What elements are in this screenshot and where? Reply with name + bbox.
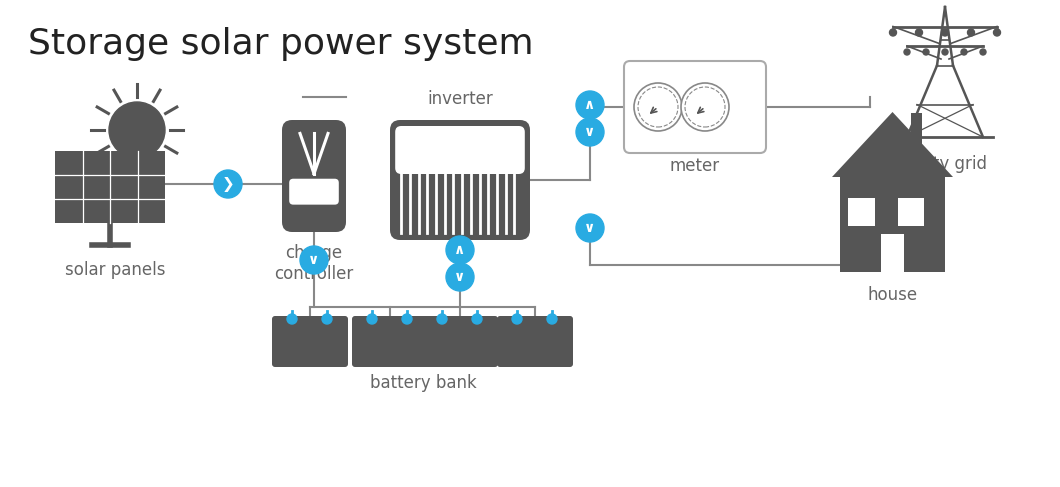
Text: solar panels: solar panels [65,261,165,279]
Circle shape [300,246,328,274]
Circle shape [916,29,922,36]
FancyBboxPatch shape [272,316,348,367]
Bar [898,198,924,226]
Circle shape [214,170,242,198]
Circle shape [437,314,447,324]
Circle shape [968,29,974,36]
Text: ∨: ∨ [584,221,596,235]
Circle shape [685,87,725,127]
Text: Storage solar power system: Storage solar power system [28,27,533,61]
Circle shape [576,118,604,146]
Circle shape [472,314,482,324]
Circle shape [961,49,967,55]
FancyBboxPatch shape [395,126,525,174]
Circle shape [446,263,474,291]
Circle shape [904,49,909,55]
Circle shape [634,83,682,131]
Circle shape [109,102,165,158]
Circle shape [980,49,986,55]
Circle shape [923,49,929,55]
FancyBboxPatch shape [289,179,339,205]
FancyBboxPatch shape [352,316,428,367]
Circle shape [889,29,897,36]
FancyBboxPatch shape [390,120,530,240]
Text: ∨: ∨ [455,270,465,284]
Bar [848,198,874,226]
Bar [912,113,922,159]
Text: ∨: ∨ [584,125,596,139]
Circle shape [512,314,522,324]
Bar [881,234,904,272]
Text: house: house [867,286,918,304]
Circle shape [941,29,949,36]
Text: ∨: ∨ [308,253,320,267]
Text: ∧: ∧ [455,243,465,257]
Circle shape [942,49,948,55]
Text: battery bank: battery bank [370,374,477,392]
Circle shape [576,91,604,119]
Circle shape [287,314,297,324]
FancyBboxPatch shape [422,316,498,367]
Polygon shape [832,112,953,177]
Text: meter: meter [670,157,720,175]
FancyBboxPatch shape [282,120,346,232]
Circle shape [638,87,678,127]
Bar [840,177,946,272]
Circle shape [993,29,1001,36]
Text: inverter: inverter [427,90,493,108]
Text: charge
controller: charge controller [275,244,354,283]
Circle shape [367,314,377,324]
Circle shape [322,314,332,324]
Text: ❯: ❯ [222,176,234,191]
Circle shape [402,314,412,324]
FancyBboxPatch shape [624,61,766,153]
Text: utility grid: utility grid [902,155,988,173]
Circle shape [681,83,729,131]
Circle shape [547,314,556,324]
Circle shape [446,236,474,264]
Text: ∧: ∧ [584,98,596,112]
Circle shape [576,214,604,242]
FancyBboxPatch shape [497,316,573,367]
Bar [55,151,165,223]
